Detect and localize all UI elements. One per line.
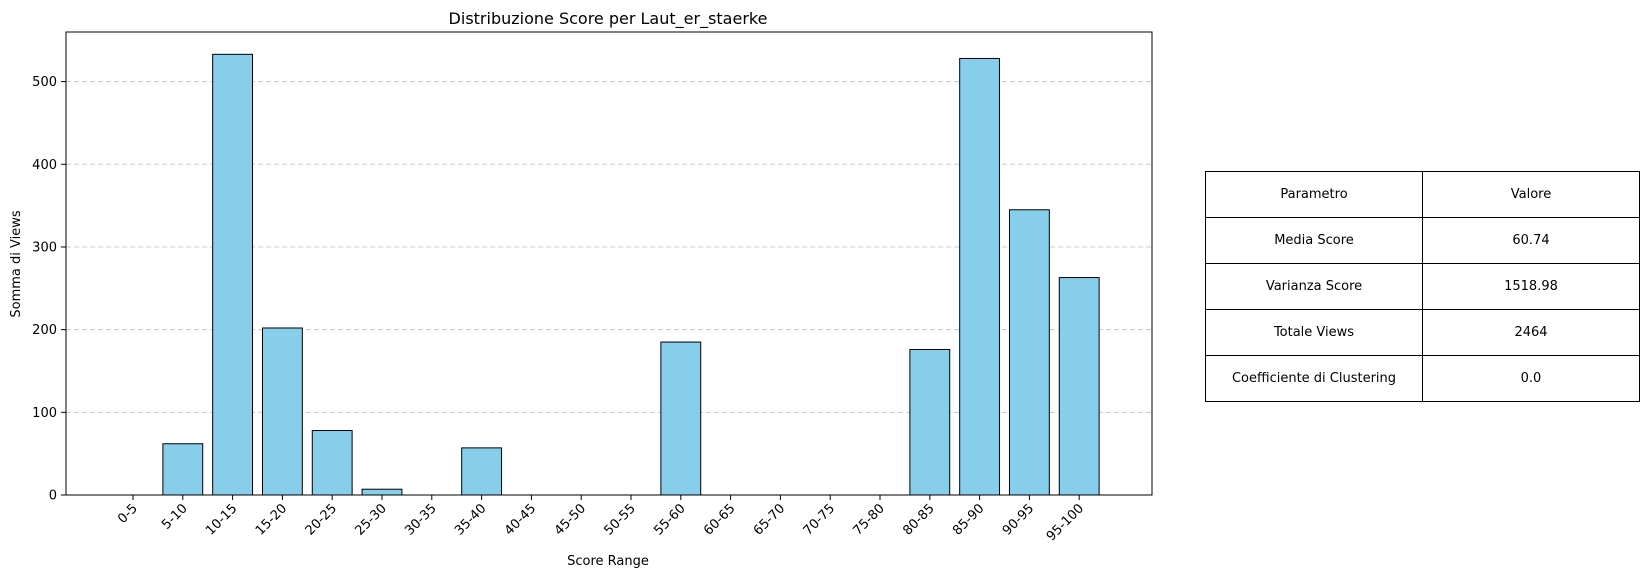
y-tick-label: 0 [49,489,57,504]
bar-chart: Distribuzione Score per Laut_er_staerke … [9,9,1153,569]
x-tick-label: 55-60 [651,501,688,538]
table-row: Media Score 60.74 [1205,217,1640,264]
x-tick-label: 80-85 [900,501,937,538]
bar-55-60 [660,341,702,496]
bar-5-10 [162,443,204,496]
y-tick-label: 400 [32,158,57,173]
x-tick-label: 15-20 [253,501,290,538]
x-tick-label: 20-25 [303,501,340,538]
x-tick-label: 65-70 [751,501,788,538]
table-cell: Totale Views [1205,309,1423,356]
x-axis-label: Score Range [567,554,649,569]
bar-20-25 [311,430,353,496]
y-tick-label: 100 [32,406,57,421]
bar-90-95 [1008,209,1050,496]
x-tick-label: 95-100 [1044,501,1087,544]
bar-85-90 [959,57,1001,496]
table-cell: 1518.98 [1422,263,1640,310]
x-tick-label: 40-45 [502,501,539,538]
x-tick-label: 35-40 [452,501,489,538]
table-row: Coefficiente di Clustering 0.0 [1205,355,1640,402]
table-header-row: Parametro Valore [1205,171,1640,218]
table-cell: Varianza Score [1205,263,1423,310]
table-row: Totale Views 2464 [1205,309,1640,356]
bar-25-30 [361,488,403,496]
x-tick-label: 10-15 [203,501,240,538]
bars [162,53,1100,496]
stats-table: Parametro Valore Media Score 60.74 Varia… [1205,171,1640,402]
x-tick-label: 75-80 [851,501,888,538]
x-tick-label: 30-35 [402,501,439,538]
plot-frame [65,31,1153,496]
y-tick-label: 500 [32,75,57,90]
bar-10-15 [212,53,254,496]
y-tick-label: 300 [32,240,57,255]
table-cell: Coefficiente di Clustering [1205,355,1423,402]
chart-title: Distribuzione Score per Laut_er_staerke [449,9,768,29]
bar-80-85 [909,348,951,496]
x-tick-label: 70-75 [801,501,838,538]
table-header-cell: Valore [1422,171,1640,218]
table-cell: Media Score [1205,217,1423,264]
table-row: Varianza Score 1518.98 [1205,263,1640,310]
bar-35-40 [461,447,503,496]
x-tick-label: 25-30 [353,501,390,538]
bar-95-100 [1058,277,1100,496]
table-header-cell: Parametro [1205,171,1423,218]
x-tick-label: 0-5 [115,501,141,527]
x-ticks: 0-5 5-10 10-15 15-20 20-25 25-30 30-35 35-40 40-… [115,495,1087,544]
y-axis-label: Somma di Views [9,210,24,317]
x-tick-label: 50-55 [602,501,639,538]
y-tick-label: 200 [32,323,57,338]
table-cell: 60.74 [1422,217,1640,264]
x-tick-label: 90-95 [1000,501,1037,538]
x-tick-label: 60-65 [701,501,738,538]
bar-15-20 [261,327,303,496]
y-ticks: 0 100 200 300 400 500 [32,75,66,504]
x-tick-label: 85-90 [950,501,987,538]
table-cell: 2464 [1422,309,1640,356]
table-cell: 0.0 [1422,355,1640,402]
x-tick-label: 45-50 [552,501,589,538]
x-tick-label: 5-10 [159,501,190,532]
